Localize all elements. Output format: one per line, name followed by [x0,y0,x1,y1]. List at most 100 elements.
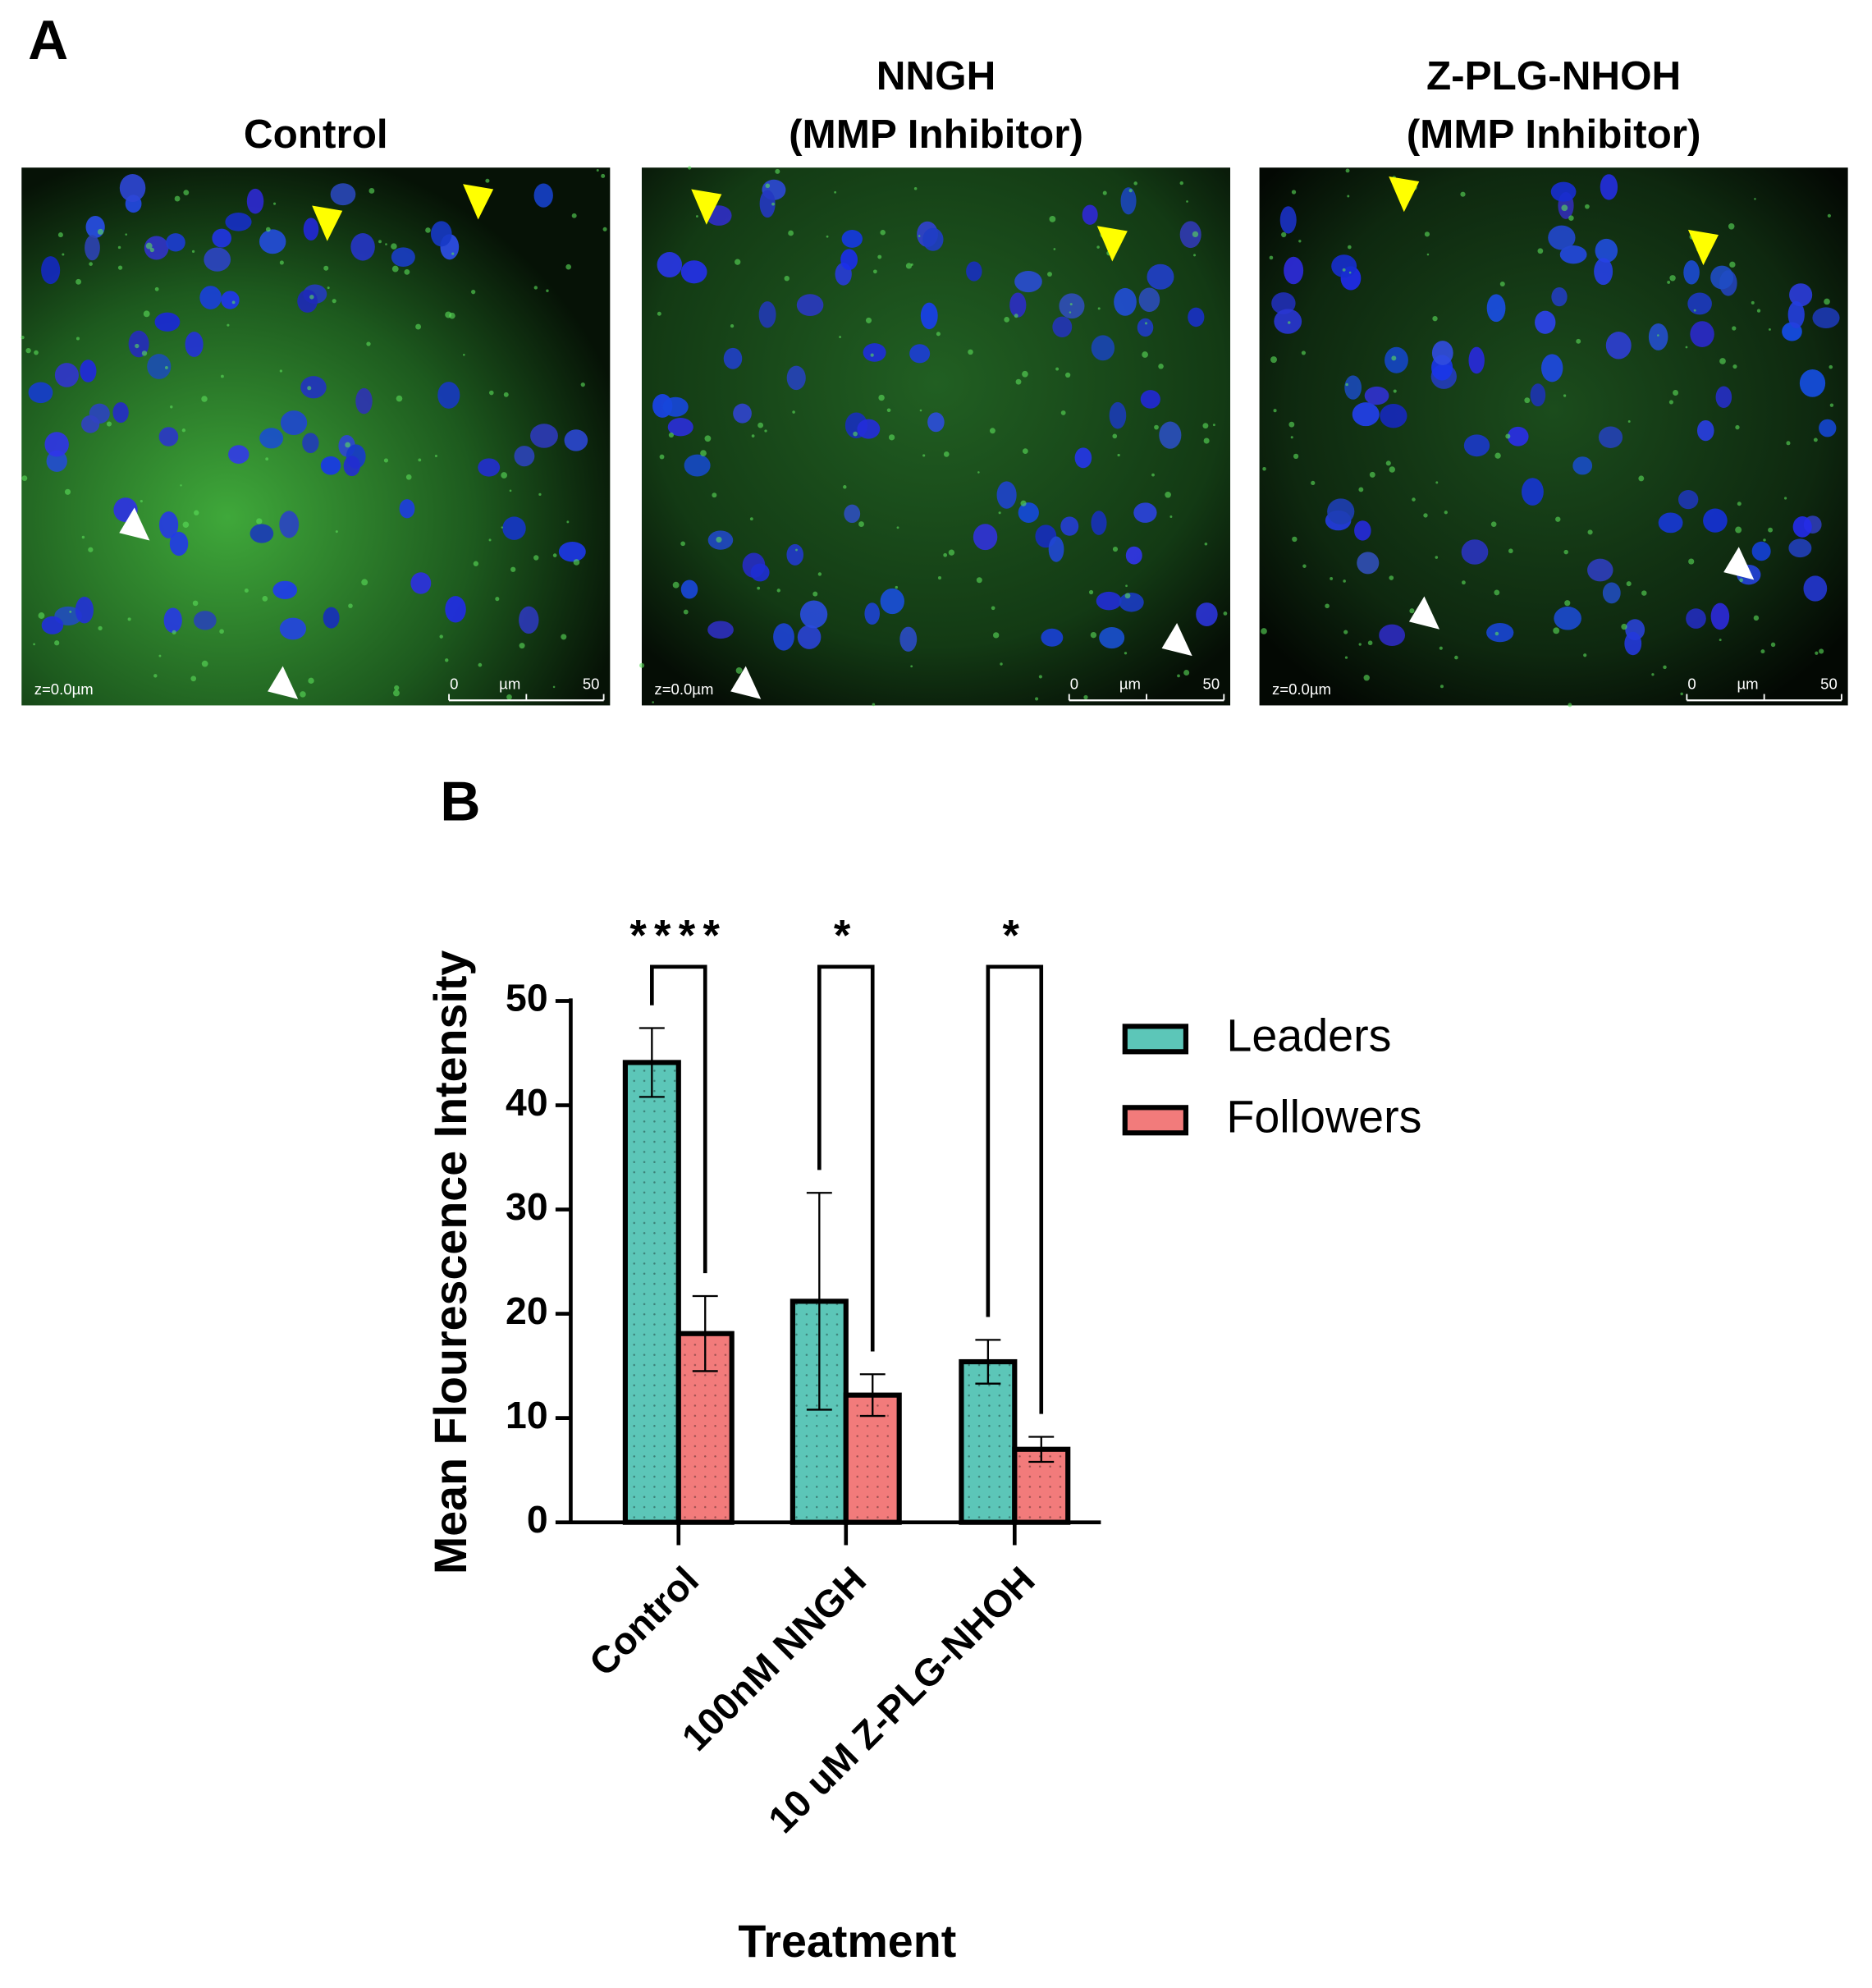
significance-bracket [817,964,875,1352]
fluorescent-speck [1212,424,1215,427]
fluorescent-speck [1038,675,1042,679]
fluorescent-speck [565,263,572,270]
fluorescent-speck [977,471,980,474]
fluorescent-speck [1125,584,1128,588]
nucleus [46,450,67,472]
fluorescent-speck [1292,536,1298,543]
nucleus [684,454,711,477]
fluorescent-speck [1564,600,1571,607]
fluorescent-speck [993,632,1000,639]
fluorescent-speck [439,634,443,639]
nucleus [1803,575,1828,602]
nucleus [343,456,360,477]
nucleus [1598,426,1623,448]
fluorescent-speck [751,434,755,437]
fluorescent-speck [488,538,492,542]
fluorescent-speck [1753,615,1760,621]
fluorescent-speck [335,530,338,534]
fluorescent-speck [1112,546,1119,552]
fluorescent-speck [776,589,780,593]
fluorescent-speck [33,643,35,646]
nucleus [478,458,501,477]
fluorescent-speck [38,612,45,619]
fluorescent-speck [506,694,512,700]
nucleus [680,260,707,284]
fluorescent-speck [145,242,153,250]
nucleus [1091,335,1115,361]
nucleus [1522,478,1544,506]
fluorescent-speck [21,335,25,340]
fluorescent-speck [140,500,143,503]
fluorescent-speck [485,178,490,183]
fluorescent-speck [1663,665,1667,670]
fluorescent-speck [1060,410,1066,415]
nucleus [1572,456,1593,475]
fluorescent-speck [843,485,847,489]
nucleus [163,607,182,634]
fluorescent-speck [1827,213,1831,218]
fluorescent-speck [998,511,1001,515]
fluorescent-speck [749,517,753,521]
fluorescent-speck [1763,538,1766,542]
fluorescent-speck [878,394,885,401]
fluorescent-speck [434,454,437,458]
fluorescent-speck [1348,245,1352,250]
fluorescent-speck [1621,623,1627,630]
fluorescent-speck [405,474,412,480]
nucleus [1486,294,1506,323]
fluorescent-speck [471,290,476,295]
fluorescent-speck [888,434,895,441]
nucleus [1605,332,1632,360]
nucleus [1159,421,1182,449]
nucleus [1507,426,1529,447]
fluorescent-speck [1669,275,1676,282]
fluorescent-speck [1325,603,1330,609]
fluorescent-speck [262,596,268,602]
fluorescent-speck [688,166,692,170]
fluorescent-speck [683,609,689,615]
fluorescent-speck [1568,215,1574,221]
fluorescent-speck [1391,355,1397,361]
fluorescent-speck [1154,424,1159,430]
nucleus [1710,265,1734,290]
nucleus [840,249,858,271]
fluorescent-speck [1494,631,1499,636]
nucleus [1344,375,1362,400]
arrowhead [463,184,494,220]
fluorescent-speck [1732,326,1737,331]
nucleus [303,218,319,241]
fluorescent-speck [231,300,236,305]
nucleus [320,456,341,475]
nucleus [1091,511,1107,535]
nucleus [680,579,698,599]
nucleus [185,332,204,357]
fluorescent-speck [538,492,542,496]
fluorescent-speck [918,235,921,237]
y-tick-label: 50 [506,977,548,1019]
fluorescent-speck [1142,351,1148,358]
fluorescent-speck [1158,364,1164,369]
nucleus [1380,403,1407,428]
fluorescent-speck [1409,608,1415,614]
nucleus [302,433,319,454]
nucleus [1014,270,1042,293]
fluorescent-speck [1638,475,1645,482]
fluorescent-speck [1735,424,1740,430]
fluorescent-speck [1668,400,1673,405]
nucleus [259,229,286,254]
fluorescent-speck [1065,372,1071,378]
fluorescent-speck [1014,314,1018,318]
nucleus [1715,386,1732,408]
image-title: (MMP Inhibitor) [1407,112,1701,157]
bar-texture [625,1062,679,1523]
nucleus [863,343,886,362]
fluorescent-speck [1435,556,1439,559]
nucleus [530,424,558,448]
fluorescent-speck [76,278,82,285]
significance-label: * [834,912,858,960]
nucleus [773,623,794,651]
nucleus [973,524,998,551]
fluorescent-speck [1824,298,1830,305]
micrograph-background [641,167,1231,706]
fluorescent-speck [700,450,707,456]
